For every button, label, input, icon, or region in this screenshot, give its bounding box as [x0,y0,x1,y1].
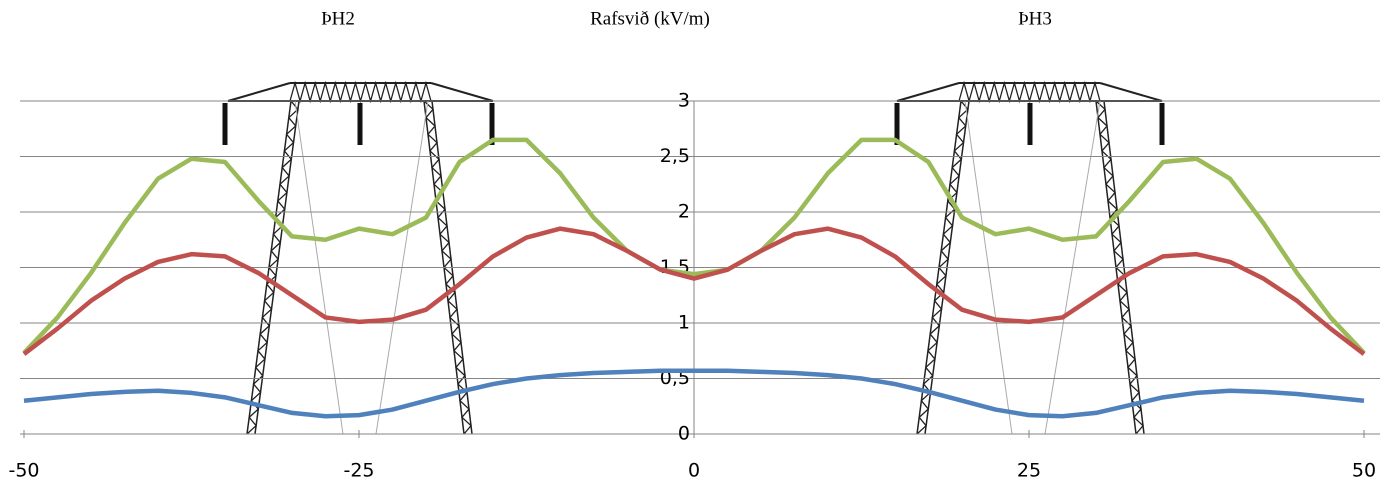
y-tick-label: 0 [678,423,690,445]
y-tick-label: 2 [678,201,690,223]
series-line [22,226,1366,356]
x-tick-label: 0 [688,460,700,482]
x-tick-label: 25 [1017,460,1041,482]
tower-lattice [958,80,1101,104]
insulator [357,103,363,145]
y-tick-label: 2,5 [660,145,690,167]
x-tick-label: -50 [8,460,39,482]
series-line [23,368,1365,419]
tower-line [1099,82,1163,102]
insulator [222,103,228,145]
tower-line [227,82,291,102]
series-line [22,137,1366,355]
insulator [489,103,495,145]
insulator [1159,103,1165,145]
x-tick-label: -25 [343,460,374,482]
chart-title: Rafsvið (kV/m) [590,8,710,29]
annotation: ÞH2 [321,8,355,29]
insulator [1027,103,1033,145]
tower-line [896,82,960,102]
x-tick-label: 50 [1352,460,1376,482]
y-tick-label: 1 [678,312,690,334]
tower-lattice [289,80,432,104]
annotation: ÞH3 [1018,8,1052,29]
insulator [894,103,900,145]
y-tick-label: 3 [678,90,690,112]
tower-line [430,82,494,102]
